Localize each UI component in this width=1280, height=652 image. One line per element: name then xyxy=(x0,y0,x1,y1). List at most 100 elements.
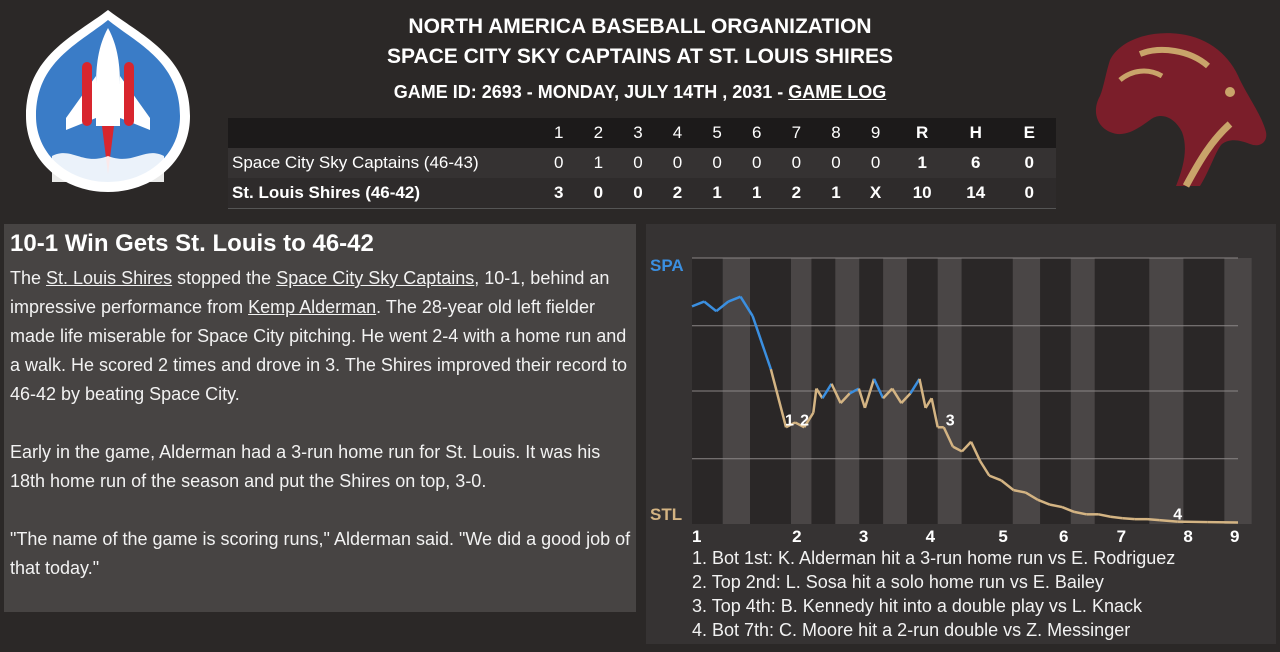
wp-line-segment xyxy=(1013,488,1026,494)
wp-line-segment xyxy=(815,387,824,399)
story-text: , 10-1, behind an impressive performance… xyxy=(10,268,610,317)
wp-line-segment xyxy=(1159,518,1178,523)
wp-line-segment xyxy=(979,460,991,477)
away-inning-2: 1 xyxy=(578,148,619,178)
x-tick-label-2: 2 xyxy=(792,527,801,544)
home-hits: 14 xyxy=(948,178,1003,209)
wp-line-segment xyxy=(863,378,876,409)
story-paragraph-1: The St. Louis Shires stopped the Space C… xyxy=(10,264,634,409)
wp-line-segment xyxy=(794,421,805,429)
home-inning-7: 2 xyxy=(776,178,817,209)
player-link[interactable]: Kemp Alderman xyxy=(248,297,377,317)
wp-line-segment xyxy=(918,378,927,409)
col-header-3: 3 xyxy=(618,118,658,148)
home-inning-3: 0 xyxy=(618,178,658,209)
away-errors: 0 xyxy=(1002,148,1056,178)
away-inning-6: 0 xyxy=(736,148,777,178)
wp-line-segment xyxy=(969,441,982,462)
story-headline: 10-1 Win Gets St. Louis to 46-42 xyxy=(10,230,374,257)
away-inning-1: 0 xyxy=(538,148,579,178)
home-team-link[interactable]: St. Louis Shires xyxy=(46,268,173,288)
wp-line-segment xyxy=(727,295,741,303)
wp-line-segment xyxy=(849,387,860,395)
linescore-table: 1 2 3 4 5 6 7 8 9 R H E Space City Sky C… xyxy=(228,118,1056,209)
wp-line-segment xyxy=(812,388,818,413)
wp-line-segment xyxy=(891,387,903,404)
home-inning-4: 2 xyxy=(657,178,698,209)
story-text: . The 28-year old left fielder made life… xyxy=(10,297,627,404)
x-tick-label-5: 5 xyxy=(998,527,1007,544)
col-header-1: 1 xyxy=(538,118,579,148)
col-header-e: E xyxy=(1002,118,1056,148)
wp-line-segment xyxy=(821,383,833,399)
away-team-link[interactable]: Space City Sky Captains xyxy=(276,268,475,288)
x-tick-label-3: 3 xyxy=(859,527,868,544)
col-header-h: H xyxy=(948,118,1003,148)
wp-line-segment xyxy=(839,392,851,404)
game-log-link[interactable]: GAME LOG xyxy=(788,82,887,102)
x-tick-label-8: 8 xyxy=(1183,527,1192,544)
col-header-5: 5 xyxy=(697,118,737,148)
event-item-3: 3. Top 4th: B. Kennedy hit into a double… xyxy=(692,596,1142,616)
wp-line-segment xyxy=(1061,505,1075,514)
annotation-label-1: 1 xyxy=(785,412,794,429)
wp-line-segment xyxy=(785,421,796,429)
wp-line-segment xyxy=(961,440,972,453)
game-info-text: GAME ID: 2693 - MONDAY, JULY 14TH , 2031… xyxy=(393,82,789,102)
event-item-2: 2. Top 2nd: L. Sosa hit a solo home run … xyxy=(692,572,1104,592)
home-team-name[interactable]: St. Louis Shires (46-42) xyxy=(228,178,539,209)
away-inning-9: 0 xyxy=(855,148,896,178)
wp-line-segment xyxy=(1098,513,1111,518)
wp-line-segment xyxy=(930,397,939,428)
col-header-6: 6 xyxy=(736,118,777,148)
story-text: stopped the xyxy=(172,268,277,288)
wp-line-segment xyxy=(830,383,842,404)
away-inning-5: 0 xyxy=(697,148,737,178)
y-label-spa: SPA xyxy=(650,256,684,275)
event-item-1: 1. Bot 1st: K. Alderman hit a 3-run home… xyxy=(692,548,1176,568)
game-info-line: GAME ID: 2693 - MONDAY, JULY 14TH , 2031… xyxy=(0,82,1280,103)
story-paragraph-2: Early in the game, Alderman had a 3-run … xyxy=(10,442,601,491)
wp-line-segment xyxy=(1110,515,1123,520)
col-header-r: R xyxy=(895,118,949,148)
col-header-4: 4 xyxy=(657,118,698,148)
home-inning-6: 1 xyxy=(736,178,777,209)
wp-line-segment xyxy=(1049,503,1063,509)
story-paragraph-3: "The name of the game is scoring runs," … xyxy=(10,529,631,578)
x-tick-label-7: 7 xyxy=(1117,527,1126,544)
col-header-2: 2 xyxy=(578,118,619,148)
col-header-9: 9 xyxy=(855,118,896,148)
wp-line-segment xyxy=(715,300,730,313)
away-team-name[interactable]: Space City Sky Captains (46-43) xyxy=(228,148,539,178)
wp-line-segment xyxy=(942,426,954,448)
y-label-stl: STL xyxy=(650,505,682,524)
wp-line-segment xyxy=(1146,517,1160,522)
win-probability-panel: SPA STL 1 2 3 4 5 6 7 8 9 1 2 3 4 1. Bot 1st: K. Alder… xyxy=(646,224,1276,644)
annotation-label-2: 2 xyxy=(800,412,809,429)
col-header-8: 8 xyxy=(816,118,856,148)
wp-line-segment xyxy=(1025,491,1039,501)
wp-line-segment xyxy=(857,388,867,409)
away-hits: 6 xyxy=(948,148,1003,178)
home-runs: 10 xyxy=(895,178,949,209)
wp-line-segment xyxy=(703,300,718,313)
annotation-label-3: 3 xyxy=(946,412,955,429)
table-row: Space City Sky Captains (46-43) 0 1 0 0 … xyxy=(228,148,1056,178)
away-runs: 1 xyxy=(895,148,949,178)
org-title: NORTH AMERICA BASEBALL ORGANIZATION xyxy=(408,15,872,38)
wp-line-segment xyxy=(909,378,921,395)
wp-line-segment xyxy=(751,315,773,370)
home-inning-1: 3 xyxy=(538,178,579,209)
event-item-4: 4. Bot 7th: C. Moore hit a 2-run double … xyxy=(692,620,1131,640)
x-tick-label-6: 6 xyxy=(1059,527,1068,544)
home-inning-8: 1 xyxy=(816,178,856,209)
wp-line-segment xyxy=(1037,498,1051,506)
wp-line-segment xyxy=(900,392,912,404)
x-tick-label-9: 9 xyxy=(1230,527,1239,544)
wp-line-segment xyxy=(924,397,933,409)
key-events-list: 1. Bot 1st: K. Alderman hit a 3-run home… xyxy=(692,546,1175,642)
wp-line-segment xyxy=(1000,479,1015,492)
home-inning-5: 1 xyxy=(697,178,737,209)
st-louis-logo xyxy=(1095,33,1267,188)
